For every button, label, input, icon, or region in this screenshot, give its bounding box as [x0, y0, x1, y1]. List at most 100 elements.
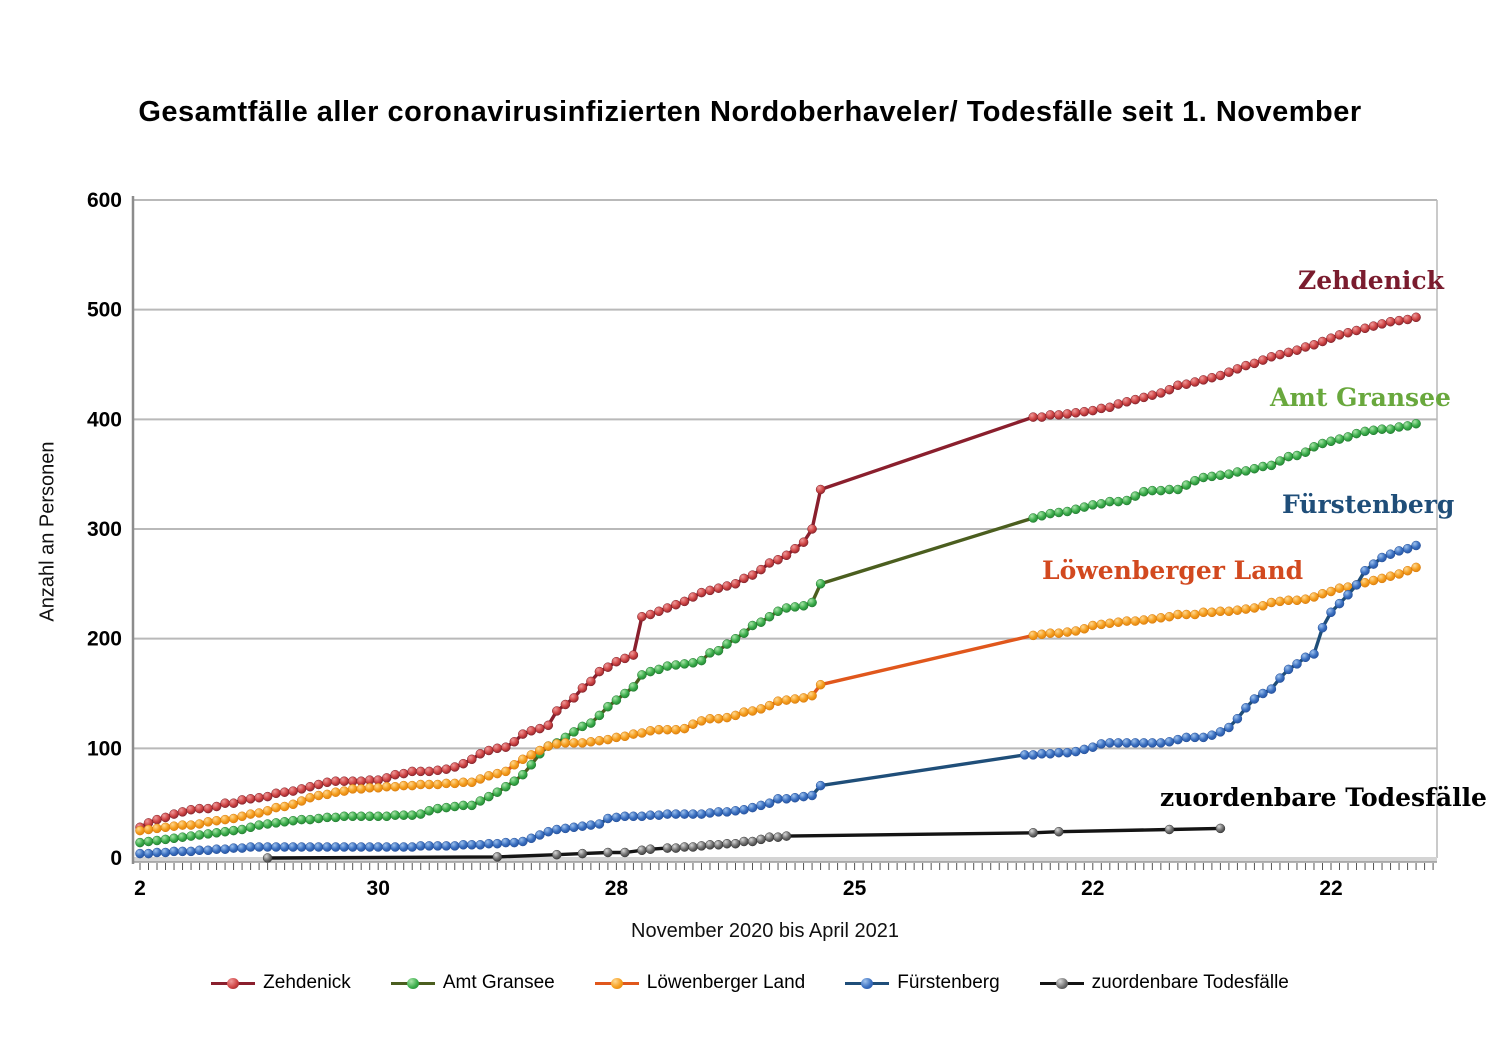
data-point-marker	[313, 790, 324, 801]
data-point-marker	[1402, 421, 1413, 431]
data-point-marker	[152, 835, 162, 846]
data-point-marker	[1402, 543, 1413, 554]
data-point-marker	[322, 789, 332, 800]
data-point-marker	[262, 842, 273, 852]
data-point-marker	[543, 720, 554, 731]
data-point-marker	[1309, 649, 1319, 659]
data-point-marker	[688, 658, 698, 668]
legend-item-fürstenberg: Fürstenberg	[845, 972, 1000, 994]
data-point-marker	[1249, 603, 1260, 613]
data-point-marker	[1198, 607, 1209, 618]
data-point-marker	[1147, 614, 1158, 624]
data-point-marker	[603, 847, 613, 858]
x-tick-label: 22	[1081, 877, 1104, 900]
data-point-marker	[228, 843, 239, 853]
data-point-marker	[773, 696, 783, 706]
data-point-marker	[1266, 352, 1277, 362]
data-point-marker	[696, 655, 707, 666]
data-point-marker	[347, 784, 358, 794]
data-point-marker	[135, 825, 145, 836]
data-point-marker	[424, 806, 434, 816]
data-point-marker	[432, 765, 443, 776]
y-tick-label: 0	[110, 847, 122, 870]
data-point-marker	[467, 777, 477, 788]
data-point-marker	[1105, 496, 1115, 507]
data-point-marker	[279, 787, 290, 797]
data-point-marker	[1334, 434, 1345, 444]
data-point-marker	[1028, 828, 1038, 838]
data-point-marker	[1096, 619, 1107, 630]
data-point-marker	[756, 617, 766, 627]
data-point-marker	[1283, 347, 1294, 358]
data-point-marker	[296, 842, 307, 852]
data-point-marker	[1198, 732, 1209, 743]
data-point-marker	[203, 829, 213, 839]
data-point-marker	[747, 836, 758, 847]
data-point-marker	[305, 814, 315, 825]
data-point-marker	[1402, 314, 1413, 325]
data-point-marker	[1181, 480, 1192, 490]
data-point-marker	[1071, 626, 1081, 636]
data-point-marker	[1147, 485, 1158, 496]
data-point-marker	[450, 762, 460, 772]
data-point-marker	[1130, 394, 1141, 405]
data-point-marker	[781, 695, 792, 705]
data-point-marker	[1292, 450, 1302, 461]
data-point-marker	[594, 735, 605, 746]
data-point-marker	[1232, 467, 1243, 477]
chart-legend: Zehdenick Amt Gransee Löwenberger Land Fürs…	[0, 972, 1500, 994]
data-point-marker	[756, 564, 766, 575]
data-point-marker	[237, 843, 247, 853]
data-point-marker	[450, 778, 460, 789]
data-point-marker	[1232, 364, 1243, 374]
data-point-marker	[662, 809, 673, 819]
data-point-marker	[424, 841, 434, 851]
data-point-marker	[1122, 495, 1132, 506]
y-tick-label: 200	[87, 628, 122, 651]
data-point-marker	[441, 778, 452, 789]
data-point-marker	[705, 713, 715, 724]
data-point-marker	[730, 633, 741, 644]
legend-marker-icon	[211, 977, 256, 989]
data-point-marker	[739, 804, 749, 815]
data-point-marker	[603, 813, 613, 824]
data-point-marker	[245, 809, 256, 819]
data-point-marker	[1088, 742, 1098, 752]
data-point-marker	[603, 734, 613, 745]
data-point-marker	[671, 724, 681, 735]
data-point-marker	[152, 847, 162, 858]
data-point-marker	[186, 804, 196, 815]
data-point-marker	[254, 820, 264, 830]
data-point-marker	[330, 812, 341, 823]
data-point-marker	[569, 738, 579, 748]
data-point-marker	[347, 842, 358, 852]
y-tick-label: 100	[87, 737, 122, 760]
data-point-marker	[577, 683, 588, 693]
data-point-marker	[807, 690, 817, 701]
data-point-marker	[730, 806, 741, 816]
data-point-marker	[679, 723, 690, 734]
data-point-marker	[696, 841, 707, 851]
series-label-löwenberger-land: Löwenberger Land	[1042, 556, 1304, 585]
data-point-marker	[739, 836, 749, 847]
data-point-marker	[705, 808, 715, 818]
data-point-marker	[1113, 496, 1124, 507]
data-point-marker	[739, 707, 749, 717]
data-point-marker	[424, 766, 434, 777]
data-point-marker	[722, 639, 732, 649]
data-point-marker	[432, 779, 443, 790]
data-point-marker	[492, 838, 503, 849]
data-point-marker	[1173, 380, 1183, 391]
data-point-marker	[254, 808, 264, 818]
data-point-marker	[679, 842, 690, 852]
data-point-marker	[1241, 466, 1251, 476]
data-point-marker	[1028, 630, 1038, 641]
data-point-marker	[509, 776, 520, 786]
data-point-marker	[356, 842, 366, 852]
data-point-marker	[1054, 628, 1064, 638]
data-point-marker	[781, 831, 792, 841]
legend-marker-icon	[845, 977, 890, 989]
data-point-marker	[322, 812, 332, 823]
data-point-marker	[781, 550, 792, 561]
